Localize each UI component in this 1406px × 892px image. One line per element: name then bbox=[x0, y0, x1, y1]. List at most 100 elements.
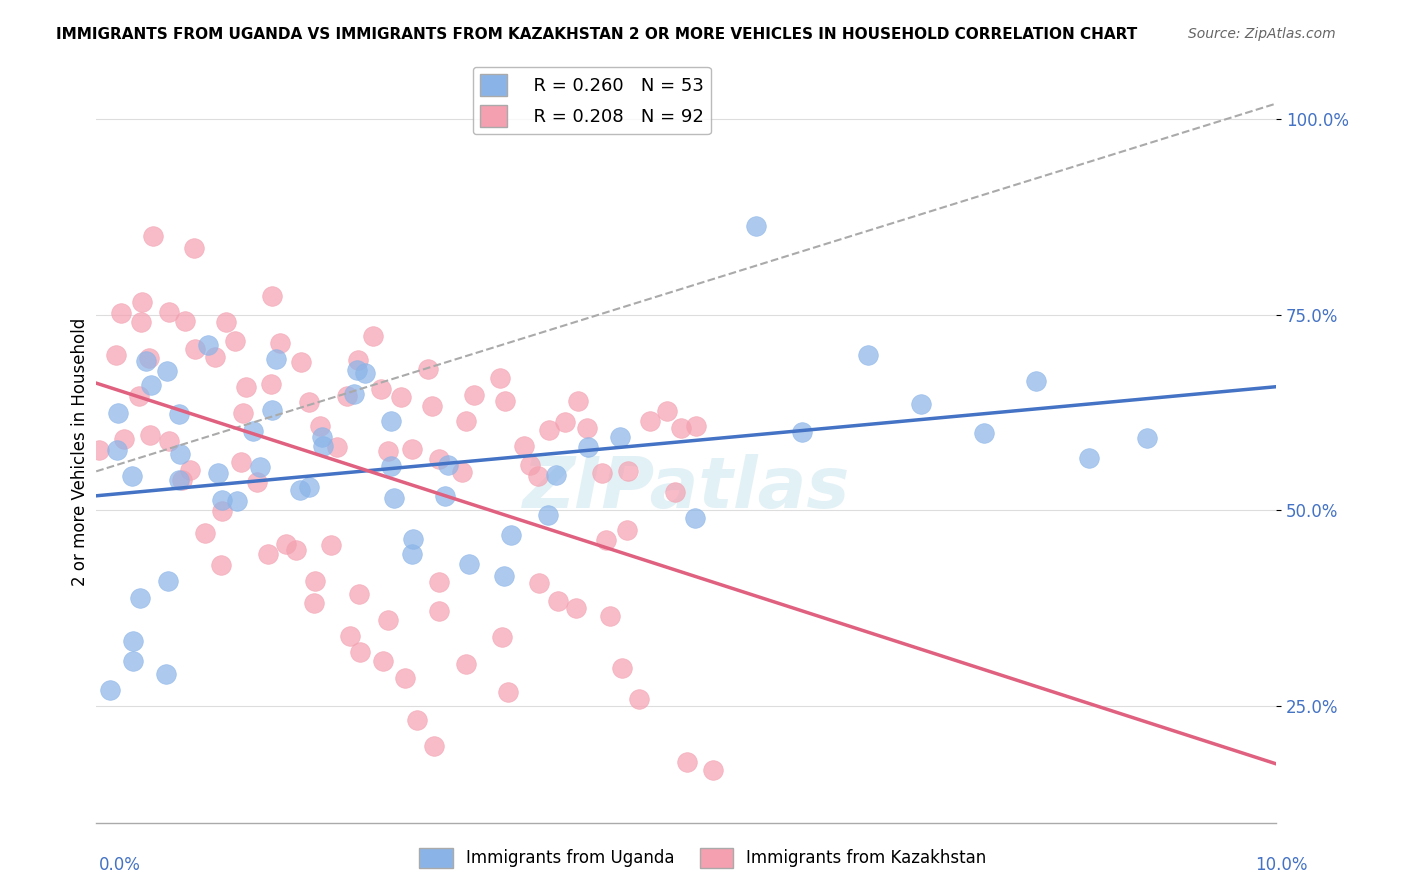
Point bbox=[675, 756, 697, 770]
Point bbox=[183, 241, 205, 255]
Point bbox=[260, 376, 283, 391]
Point bbox=[112, 432, 135, 446]
Point bbox=[744, 219, 766, 233]
Point bbox=[302, 596, 325, 610]
Point bbox=[129, 315, 152, 329]
Point bbox=[347, 587, 370, 601]
Point bbox=[537, 423, 560, 437]
Point bbox=[451, 465, 474, 479]
Point bbox=[169, 473, 191, 487]
Point bbox=[463, 388, 485, 402]
Legend: Immigrants from Uganda, Immigrants from Kazakhstan: Immigrants from Uganda, Immigrants from … bbox=[413, 841, 993, 875]
Point bbox=[494, 394, 516, 409]
Point bbox=[87, 442, 110, 457]
Point bbox=[454, 657, 477, 671]
Point bbox=[513, 439, 536, 453]
Point bbox=[492, 569, 515, 583]
Point bbox=[339, 629, 361, 643]
Point bbox=[285, 543, 308, 558]
Point bbox=[436, 458, 458, 472]
Point bbox=[354, 366, 377, 380]
Point bbox=[380, 459, 402, 474]
Point bbox=[423, 739, 446, 754]
Point bbox=[336, 389, 359, 403]
Point bbox=[311, 430, 333, 444]
Point bbox=[638, 414, 661, 428]
Point bbox=[266, 351, 288, 366]
Point bbox=[231, 454, 253, 468]
Text: IMMIGRANTS FROM UGANDA VS IMMIGRANTS FROM KAZAKHSTAN 2 OR MORE VEHICLES IN HOUSE: IMMIGRANTS FROM UGANDA VS IMMIGRANTS FRO… bbox=[56, 27, 1137, 42]
Point bbox=[157, 574, 180, 588]
Point bbox=[458, 557, 481, 571]
Point bbox=[224, 334, 246, 348]
Point bbox=[309, 418, 332, 433]
Point bbox=[1078, 450, 1101, 465]
Point bbox=[496, 685, 519, 699]
Point bbox=[609, 430, 631, 444]
Point bbox=[105, 442, 128, 457]
Point bbox=[405, 713, 427, 727]
Point bbox=[290, 355, 312, 369]
Point bbox=[304, 574, 326, 589]
Point bbox=[685, 418, 707, 433]
Point bbox=[135, 353, 157, 368]
Point bbox=[321, 538, 343, 552]
Point bbox=[547, 593, 569, 607]
Point bbox=[260, 289, 283, 303]
Point bbox=[554, 415, 576, 429]
Point bbox=[501, 528, 523, 542]
Point bbox=[616, 523, 638, 537]
Point bbox=[361, 328, 384, 343]
Point bbox=[98, 683, 121, 698]
Point bbox=[856, 348, 879, 362]
Point bbox=[377, 613, 399, 627]
Point bbox=[792, 425, 814, 440]
Point bbox=[617, 464, 640, 478]
Point bbox=[257, 547, 280, 561]
Point bbox=[567, 394, 589, 409]
Text: ZIPatlas: ZIPatlas bbox=[523, 454, 849, 524]
Point bbox=[139, 378, 162, 392]
Text: Source: ZipAtlas.com: Source: ZipAtlas.com bbox=[1188, 27, 1336, 41]
Point bbox=[377, 444, 399, 458]
Point bbox=[349, 644, 371, 658]
Point bbox=[312, 439, 335, 453]
Point bbox=[298, 395, 321, 409]
Point bbox=[174, 313, 197, 327]
Point bbox=[169, 447, 191, 461]
Point bbox=[242, 424, 264, 438]
Point bbox=[122, 634, 145, 648]
Point bbox=[347, 353, 370, 368]
Point bbox=[105, 348, 128, 362]
Legend:   R = 0.260   N = 53,   R = 0.208   N = 92: R = 0.260 N = 53, R = 0.208 N = 92 bbox=[472, 67, 710, 135]
Point bbox=[155, 667, 177, 681]
Point bbox=[427, 604, 450, 618]
Text: 0.0%: 0.0% bbox=[98, 856, 141, 874]
Point bbox=[194, 526, 217, 541]
Point bbox=[209, 558, 232, 573]
Point bbox=[973, 426, 995, 441]
Point bbox=[491, 630, 513, 644]
Point bbox=[121, 469, 143, 483]
Point bbox=[591, 467, 613, 481]
Point bbox=[110, 305, 132, 319]
Point bbox=[260, 402, 283, 417]
Point bbox=[664, 485, 686, 500]
Point bbox=[157, 305, 180, 319]
Point bbox=[326, 440, 349, 454]
Y-axis label: 2 or more Vehicles in Household: 2 or more Vehicles in Household bbox=[72, 318, 89, 586]
Point bbox=[454, 414, 477, 428]
Point bbox=[519, 458, 541, 472]
Point bbox=[245, 475, 267, 489]
Point bbox=[401, 547, 423, 561]
Point bbox=[529, 575, 551, 590]
Point bbox=[1025, 374, 1047, 388]
Point bbox=[370, 382, 392, 396]
Point bbox=[138, 428, 160, 442]
Point bbox=[612, 661, 634, 675]
Point bbox=[235, 380, 257, 394]
Point bbox=[343, 387, 366, 401]
Point bbox=[595, 533, 617, 548]
Point bbox=[211, 492, 233, 507]
Point bbox=[537, 508, 560, 523]
